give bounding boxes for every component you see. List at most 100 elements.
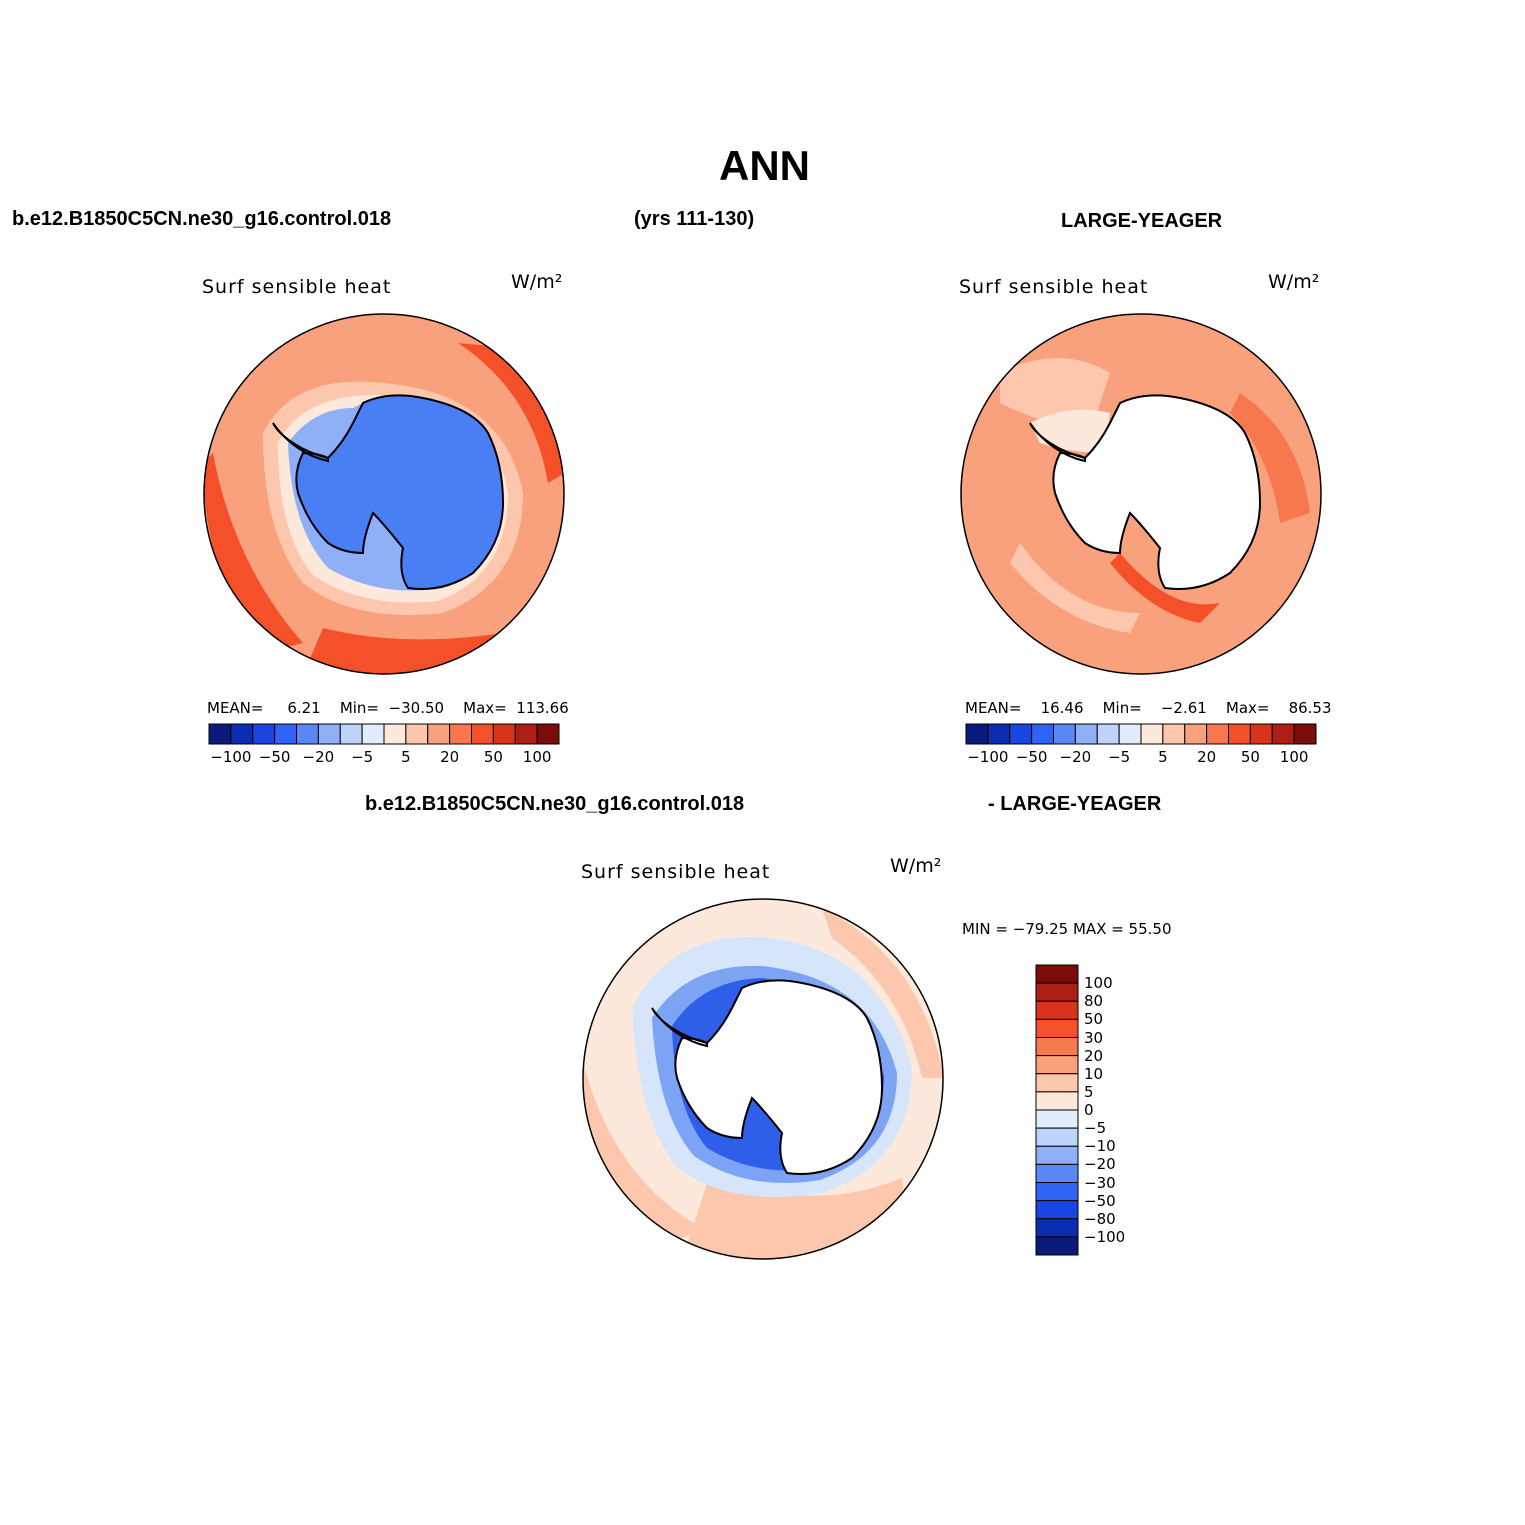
right-colorbar-swatch	[1053, 723, 1076, 745]
right-panel-title: Surf sensible heat	[959, 276, 1149, 298]
left-stats: MEAN= 6.21 Min= −30.50 Max= 113.66	[207, 699, 569, 717]
left-colorbar-swatch	[361, 723, 385, 745]
diff-colorbar	[1035, 964, 1079, 1256]
right-hot-patch-east	[1230, 393, 1310, 523]
left-peninsula	[272, 422, 329, 463]
left-colorbar-label: 50	[483, 748, 503, 766]
diff-colorbar-label: −20	[1084, 1155, 1116, 1174]
left-colorbar-label: 5	[401, 748, 411, 766]
right-colorbar-label: −5	[1108, 748, 1131, 766]
right-hot-patch-south	[1110, 553, 1220, 623]
right-colorbar-swatch	[1009, 723, 1033, 745]
diff-minmax: MIN = −79.25 MAX = 55.50	[962, 920, 1172, 938]
left-colorbar-swatch	[449, 723, 472, 745]
case-name-left: b.e12.B1850C5CN.ne30_g16.control.018	[12, 208, 392, 230]
right-panel-units: W/m²	[1268, 271, 1320, 293]
right-colorbar-swatch	[1293, 723, 1317, 745]
right-colorbar-label: 5	[1158, 748, 1168, 766]
right-colorbar-label: −100	[967, 748, 1009, 766]
right-light-patch-sw	[1010, 543, 1140, 633]
diff-panel-title: Surf sensible heat	[581, 861, 771, 883]
left-min-label: Min=	[339, 699, 379, 717]
left-colorbar-swatch	[230, 723, 254, 745]
right-polar-map	[960, 313, 1322, 675]
diff-colorbar-label: 50	[1084, 1010, 1104, 1029]
left-hot-band-west	[204, 453, 303, 653]
right-colorbar-swatch	[1096, 723, 1120, 745]
right-min-value: −2.61	[1160, 699, 1207, 717]
diff-colorbar-swatch	[1035, 1163, 1079, 1183]
diff-colorbar-swatch	[1035, 1073, 1079, 1093]
left-colorbar-label: −50	[258, 748, 291, 766]
left-colorbar-label: 20	[440, 748, 460, 766]
diff-colorbar-swatch	[1035, 1018, 1079, 1038]
diff-colorbar-swatch	[1035, 1182, 1079, 1202]
left-colorbar-label: −100	[210, 748, 252, 766]
right-colorbar-swatch	[1184, 723, 1208, 745]
diff-colorbar-swatch	[1035, 1236, 1079, 1256]
diff-colorbar-swatch	[1035, 1218, 1079, 1238]
left-colorbar-label: −20	[302, 748, 335, 766]
left-colorbar-swatch	[514, 723, 538, 745]
right-colorbar-swatch	[1031, 723, 1054, 745]
right-colorbar-swatch	[1162, 723, 1186, 745]
diff-colorbar-label: −80	[1084, 1209, 1116, 1228]
right-colorbar-labels: −100 −50 −20 −5 5 20 50 100	[966, 748, 1316, 768]
right-colorbar	[965, 723, 1317, 745]
right-colorbar-label: −50	[1015, 748, 1048, 766]
diff-peninsula	[651, 1007, 708, 1048]
diff-colorbar-label: 100	[1084, 974, 1113, 993]
right-colorbar-swatch	[1271, 723, 1295, 745]
right-colorbar-label: 100	[1279, 748, 1309, 766]
right-colorbar-label: 20	[1197, 748, 1217, 766]
right-max-value: 86.53	[1288, 699, 1332, 717]
left-colorbar	[208, 723, 560, 745]
years-label: (yrs 111-130)	[634, 208, 755, 230]
right-colorbar-swatch	[1249, 723, 1273, 745]
diff-colorbar-swatch	[1035, 1037, 1079, 1057]
diff-antarctica	[674, 979, 884, 1175]
diff-colorbar-swatch	[1035, 1109, 1079, 1129]
diff-colorbar-label: 20	[1084, 1046, 1104, 1065]
left-panel-units: W/m²	[511, 271, 563, 293]
diff-colorbar-label: 80	[1084, 992, 1104, 1011]
left-antarctica	[295, 394, 505, 590]
diff-colorbar-swatch	[1035, 1145, 1079, 1165]
diff-colorbar-label: −100	[1084, 1227, 1126, 1246]
left-max-label: Max=	[463, 699, 507, 717]
left-colorbar-swatch	[317, 723, 341, 745]
diff-colorbar-label: −30	[1084, 1173, 1116, 1192]
right-colorbar-swatch	[1140, 723, 1164, 745]
diff-colorbar-label: −50	[1084, 1191, 1116, 1210]
diff-colorbar-label: 5	[1084, 1082, 1094, 1101]
right-min-label: Min=	[1102, 699, 1142, 717]
right-mean-label: MEAN=	[965, 699, 1022, 717]
left-colorbar-swatch	[492, 723, 516, 745]
right-peninsula	[1029, 422, 1086, 463]
diff-warm-e	[822, 908, 943, 1078]
diff-colorbar-swatch	[1035, 1000, 1079, 1020]
right-stats: MEAN= 16.46 Min= −2.61 Max= 86.53	[965, 699, 1332, 717]
left-colorbar-swatch	[296, 723, 319, 745]
diff-colorbar-swatch	[1035, 1127, 1079, 1147]
left-colorbar-swatch	[427, 723, 451, 745]
right-mean-value: 16.46	[1040, 699, 1084, 717]
left-mean-value: 6.21	[287, 699, 321, 717]
left-colorbar-swatch	[252, 723, 276, 745]
left-colorbar-swatch	[208, 723, 232, 745]
right-antarctica	[1052, 394, 1262, 590]
diff-colorbar-label: 0	[1084, 1101, 1094, 1119]
right-colorbar-swatch	[1206, 723, 1229, 745]
right-colorbar-swatch	[1228, 723, 1251, 745]
diff-polar-map	[582, 898, 944, 1260]
diff-obs-name: - LARGE-YEAGER	[988, 793, 1162, 815]
right-colorbar-swatch	[1118, 723, 1142, 745]
left-panel-title: Surf sensible heat	[202, 276, 392, 298]
obs-name-right: LARGE-YEAGER	[1061, 210, 1223, 232]
left-colorbar-swatch	[339, 723, 363, 745]
left-colorbar-swatch	[274, 723, 297, 745]
diff-colorbar-label: −5	[1084, 1119, 1107, 1138]
diff-colorbar-swatch	[1035, 1200, 1079, 1220]
right-colorbar-swatch	[965, 723, 989, 745]
right-colorbar-label: 50	[1240, 748, 1260, 766]
